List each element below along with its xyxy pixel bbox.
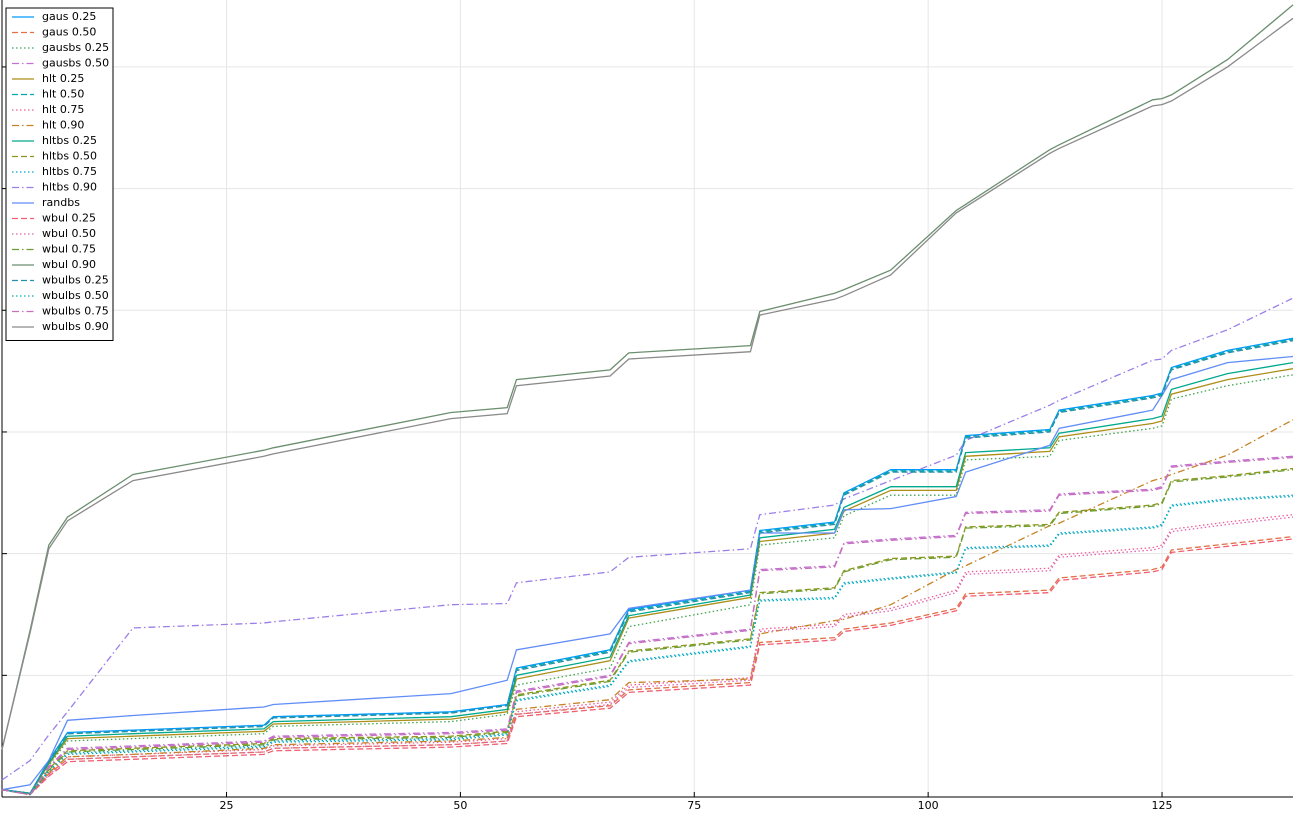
x-tick-label: 125 xyxy=(1152,799,1173,812)
legend-label: hlt 0.90 xyxy=(42,119,84,132)
legend-label: wbul 0.25 xyxy=(42,212,96,225)
legend-label: gausbs 0.25 xyxy=(42,41,109,54)
series-line xyxy=(1,355,1294,791)
series-line xyxy=(1,469,1294,796)
x-tick-label: 50 xyxy=(453,799,467,812)
legend-label: gaus 0.50 xyxy=(42,26,96,39)
series-line xyxy=(1,338,1294,794)
legend-label: hltbs 0.50 xyxy=(42,150,97,163)
x-tick-label: 75 xyxy=(687,799,701,812)
series-line xyxy=(1,297,1294,781)
x-tick-label: 25 xyxy=(220,799,234,812)
legend-label: gausbs 0.50 xyxy=(42,57,109,70)
legend-label: randbs xyxy=(42,196,80,209)
series-line xyxy=(1,340,1294,794)
legend-label: wbulbs 0.50 xyxy=(42,289,109,302)
legend-label: hltbs 0.75 xyxy=(42,165,97,178)
legend-label: wbulbs 0.90 xyxy=(42,320,109,333)
series-line xyxy=(1,455,1294,796)
series-line xyxy=(1,17,1294,750)
legend-box xyxy=(5,7,114,341)
legend-label: gaus 0.25 xyxy=(42,10,96,23)
legend: gaus 0.25 gaus 0.50 gausbs 0.25 gausbs 0.50… xyxy=(5,7,114,341)
series-line xyxy=(1,374,1294,794)
series-line xyxy=(1,495,1294,796)
legend-label: hltbs 0.25 xyxy=(42,134,97,147)
series-line xyxy=(1,456,1294,796)
legend-label: wbulbs 0.25 xyxy=(42,274,109,287)
series-line xyxy=(1,535,1294,796)
series-line xyxy=(1,467,1294,796)
series-line xyxy=(1,494,1294,796)
series-line xyxy=(1,514,1294,796)
legend-label: hltbs 0.90 xyxy=(42,181,97,194)
series-line xyxy=(1,419,1294,796)
legend-label: wbul 0.75 xyxy=(42,243,96,256)
series-line xyxy=(1,4,1294,750)
legend-label: hlt 0.50 xyxy=(42,88,84,101)
series-line xyxy=(1,516,1294,796)
x-tick-label: 100 xyxy=(918,799,939,812)
legend-label: wbul 0.50 xyxy=(42,227,96,240)
legend-label: hlt 0.75 xyxy=(42,103,84,116)
legend-label: hlt 0.25 xyxy=(42,72,84,85)
legend-label: wbul 0.90 xyxy=(42,258,96,271)
series-line xyxy=(1,538,1294,796)
legend-label: wbulbs 0.75 xyxy=(42,305,109,318)
